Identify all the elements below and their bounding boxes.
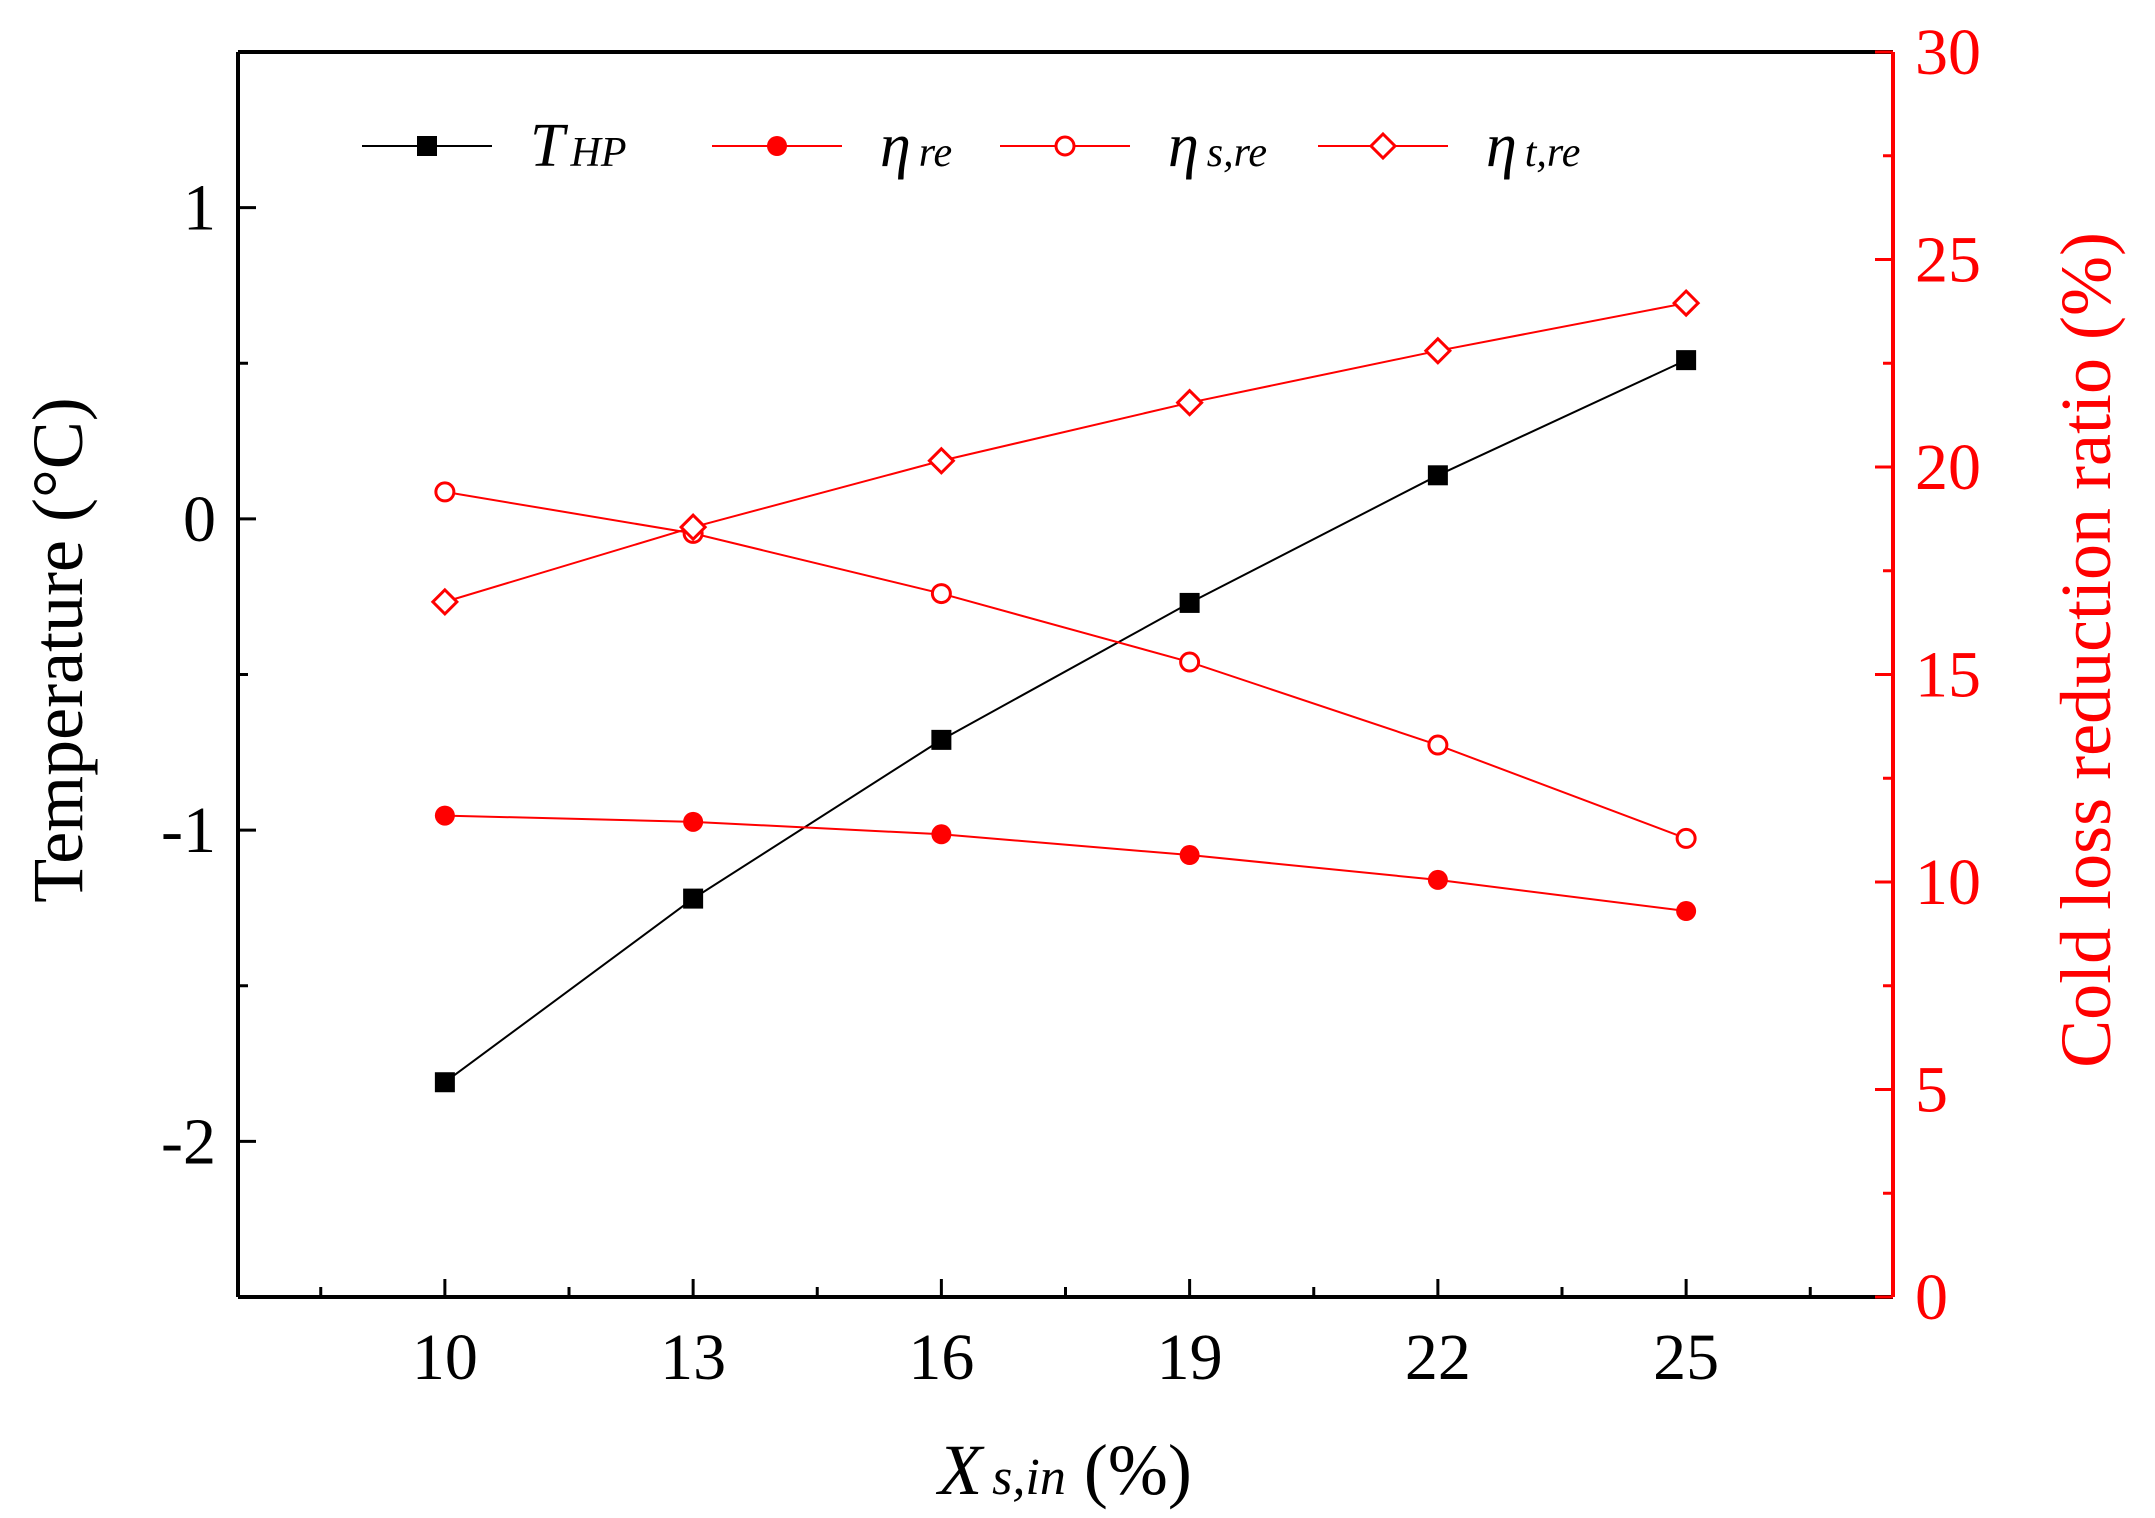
series-η-s,re bbox=[434, 481, 1697, 849]
x-tick-label: 16 bbox=[908, 1321, 974, 1394]
data-point bbox=[679, 513, 708, 542]
legend-marker bbox=[1054, 135, 1076, 157]
data-point bbox=[430, 587, 459, 616]
data-point bbox=[931, 824, 952, 845]
legend-marker bbox=[767, 136, 787, 156]
data-point bbox=[683, 811, 704, 832]
data-point bbox=[1179, 592, 1200, 613]
y-left-tick-label: -1 bbox=[161, 794, 216, 867]
legend-symbol: T bbox=[530, 112, 569, 180]
legend-symbol: η bbox=[1486, 112, 1517, 180]
y-right-tick-label: 5 bbox=[1915, 1054, 1948, 1127]
data-point bbox=[1179, 651, 1201, 673]
x-axis-title-sub: s,in bbox=[992, 1449, 1066, 1506]
series-line bbox=[444, 359, 1687, 1084]
legend-label: η re bbox=[880, 112, 952, 180]
legend-label: T HP bbox=[530, 112, 626, 180]
series-T-HP bbox=[434, 350, 1697, 1093]
series-layer bbox=[430, 288, 1701, 1093]
data-point bbox=[1427, 734, 1449, 756]
x-tick-label: 25 bbox=[1653, 1321, 1719, 1394]
legend-marker bbox=[417, 136, 437, 156]
x-tick-label: 22 bbox=[1405, 1321, 1471, 1394]
legend-subscript: s,re bbox=[1207, 130, 1267, 176]
legend-marker bbox=[1368, 131, 1398, 161]
data-point bbox=[930, 583, 952, 605]
legend-symbol: η bbox=[880, 112, 911, 180]
series-line bbox=[444, 490, 1687, 840]
legend-subscript: t,re bbox=[1525, 130, 1581, 176]
y-right-tick-label: 20 bbox=[1915, 431, 1981, 504]
legend: T HP η re η s,re η t,re bbox=[362, 112, 1580, 180]
legend-symbol: η bbox=[1168, 112, 1199, 180]
data-point bbox=[1175, 388, 1204, 417]
y-right-tick-label: 30 bbox=[1915, 16, 1981, 89]
legend-subscript: re bbox=[919, 130, 952, 176]
legend-label: η t,re bbox=[1486, 112, 1580, 180]
data-point bbox=[1427, 869, 1448, 890]
x-tick-label: 10 bbox=[412, 1321, 478, 1394]
data-point bbox=[931, 729, 952, 750]
legend-label: η s,re bbox=[1168, 112, 1267, 180]
data-point bbox=[1676, 901, 1697, 922]
data-point bbox=[1427, 465, 1448, 486]
legend-item: η s,re bbox=[1000, 112, 1267, 180]
y-axis-left-title: Temperature (°C) bbox=[18, 397, 98, 903]
data-point bbox=[1672, 288, 1701, 318]
data-point bbox=[683, 888, 704, 909]
y-left-tick-label: -2 bbox=[161, 1105, 216, 1178]
data-point bbox=[1675, 827, 1697, 849]
x-axis-title-main: X bbox=[935, 1430, 985, 1510]
y-left-tick-label: 0 bbox=[183, 483, 216, 556]
series-η-t,re bbox=[430, 288, 1701, 616]
series-η-re bbox=[434, 805, 1697, 922]
legend-item: η t,re bbox=[1318, 112, 1580, 180]
legend-subscript: HP bbox=[569, 130, 626, 176]
data-point bbox=[1423, 336, 1452, 365]
series-line bbox=[444, 814, 1687, 913]
legend-item: η re bbox=[712, 112, 952, 180]
y-right-tick-label: 10 bbox=[1915, 846, 1981, 919]
legend-item: T HP bbox=[362, 112, 626, 180]
y-left-tick-label: 1 bbox=[183, 172, 216, 245]
data-point bbox=[1179, 845, 1200, 866]
data-point bbox=[434, 481, 456, 503]
data-point bbox=[1676, 350, 1697, 371]
y-axis-right-title: Cold loss reduction ratio (%) bbox=[2046, 232, 2126, 1068]
x-tick-label: 13 bbox=[660, 1321, 726, 1394]
y-right-tick-label: 25 bbox=[1915, 224, 1981, 297]
series-line bbox=[444, 302, 1687, 603]
data-point bbox=[927, 446, 956, 475]
y-right-tick-label: 0 bbox=[1915, 1261, 1948, 1334]
y-right-tick-label: 15 bbox=[1915, 639, 1981, 712]
x-axis-title-unit: (%) bbox=[1066, 1430, 1192, 1510]
data-point bbox=[434, 1072, 455, 1093]
data-point bbox=[434, 805, 455, 826]
x-tick-label: 19 bbox=[1157, 1321, 1223, 1394]
